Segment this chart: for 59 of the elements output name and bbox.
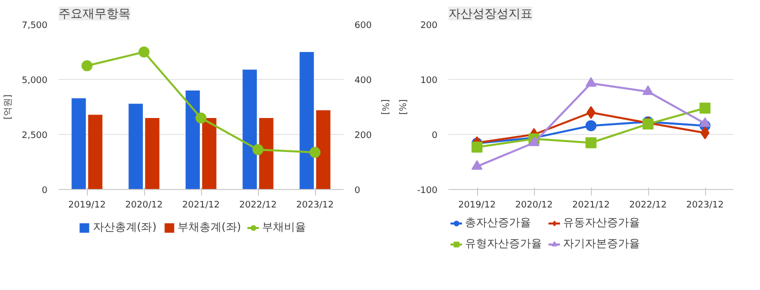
point: [586, 137, 596, 148]
y-axis-title: [억원]: [4, 94, 14, 120]
point: [586, 77, 596, 87]
bar: [259, 118, 274, 190]
bar: [186, 90, 200, 190]
point: [472, 142, 482, 153]
bar: [145, 118, 160, 190]
x-tick-label: 2021/12: [182, 200, 220, 210]
x-tick-label: 2019/12: [458, 200, 496, 210]
x-tick-label: 2023/12: [296, 200, 334, 210]
y2-axis-title: [%]: [380, 99, 390, 115]
point: [642, 85, 654, 95]
y-tick-label: 100: [420, 76, 438, 86]
point: [642, 118, 654, 130]
y-tick-label: 5,000: [22, 76, 48, 86]
x-tick-label: 2020/12: [515, 200, 553, 210]
y-tick-label: 0: [432, 131, 438, 141]
x-tick-label: 2022/12: [239, 200, 277, 210]
x-tick-label: 2020/12: [125, 200, 163, 210]
bar: [300, 52, 314, 190]
legend-label: 자산총계(좌): [92, 220, 156, 234]
y-tick-label: 0: [42, 186, 48, 196]
x-tick-label: 2023/12: [686, 200, 724, 210]
y2-tick-label: 200: [354, 131, 372, 141]
bar: [242, 70, 257, 190]
bar: [88, 114, 102, 190]
point: [528, 136, 540, 146]
y-tick-label: 7,500: [22, 21, 48, 31]
x-tick-label: 2019/12: [68, 200, 106, 210]
point: [252, 144, 264, 156]
point: [82, 60, 92, 72]
legend-label: 총자산증가율: [465, 215, 531, 230]
point: [586, 120, 596, 132]
bar: [128, 104, 143, 190]
y2-tick-label: 400: [354, 76, 372, 86]
y-tick-label: -100: [417, 186, 438, 196]
y2-tick-label: 0: [354, 186, 360, 196]
point: [310, 146, 320, 158]
y2-tick-label: 600: [354, 21, 372, 31]
bar: [72, 98, 86, 190]
bar: [202, 118, 216, 190]
y-tick-label: 200: [420, 21, 438, 31]
chart-title: 자산성장성지표: [448, 6, 532, 20]
legend-label: 부채총계(좌): [178, 220, 242, 234]
point: [138, 46, 150, 58]
point: [196, 112, 206, 124]
x-tick-label: 2021/12: [572, 200, 610, 210]
legend-label: 자기자본증가율: [563, 236, 640, 251]
chart-title: 주요재무항목: [58, 6, 130, 20]
legend-label: 유동자산증가율: [563, 215, 640, 230]
point: [700, 102, 710, 114]
point: [700, 117, 710, 127]
legend-label: 유형자산증가율: [465, 236, 542, 251]
point: [472, 160, 482, 170]
legend-label: 부채비율: [262, 220, 306, 234]
bar: [316, 110, 330, 190]
y2-axis-title: [%]: [399, 99, 410, 115]
y-tick-label: 2,500: [22, 131, 48, 141]
x-tick-label: 2022/12: [629, 200, 667, 210]
